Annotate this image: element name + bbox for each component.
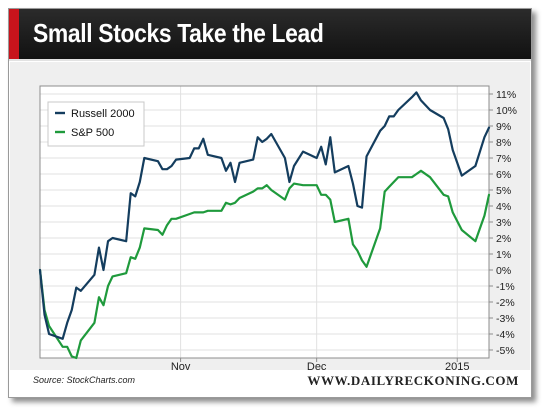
y-tick-label: -2% bbox=[496, 297, 515, 309]
y-tick-label: 0% bbox=[496, 265, 511, 277]
y-tick-label: 6% bbox=[496, 169, 511, 181]
legend-box bbox=[47, 101, 145, 147]
y-tick-label: 11% bbox=[496, 89, 516, 101]
plot-panel: 11% 10% 9% 8% 7% 6% 5% 4% 3% 2% 1% 0% -1% -2% -3% -4% -5… bbox=[10, 62, 530, 370]
y-tick-label: 5% bbox=[496, 185, 511, 197]
y-tick-label: 10% bbox=[496, 105, 517, 117]
russell-2000-line bbox=[38, 91, 491, 340]
line-chart: 11% 10% 9% 8% 7% 6% 5% 4% 3% 2% 1% 0% -1% -2% -3% -4% -5… bbox=[38, 85, 517, 370]
y-tick-label: 7% bbox=[496, 153, 511, 165]
y-tick-label: 1% bbox=[496, 249, 511, 261]
legend-label-russell-2000: Russell 2000 bbox=[71, 108, 135, 120]
legend-label-s-p-500: S&P 500 bbox=[71, 127, 114, 139]
banner-accent-bar bbox=[9, 9, 19, 59]
source-note: Source: StockCharts.com bbox=[33, 375, 136, 385]
x-tick-label: 2015 bbox=[445, 361, 469, 370]
x-tick-label: Dec bbox=[307, 361, 327, 370]
y-tick-label: 4% bbox=[496, 201, 511, 213]
chart-title: Small Stocks Take the Lead bbox=[33, 18, 324, 48]
x-tick-label: Nov bbox=[171, 361, 191, 370]
y-tick-label: -1% bbox=[496, 281, 515, 293]
website-label: WWW.DAILYRECKONING.COM bbox=[307, 373, 519, 388]
y-tick-label: -4% bbox=[496, 329, 515, 341]
y-tick-label: -3% bbox=[496, 313, 515, 325]
title-banner: Small Stocks Take the Lead bbox=[9, 9, 531, 61]
y-tick-label: 2% bbox=[496, 233, 511, 245]
y-tick-label: 3% bbox=[496, 217, 511, 229]
s-p-500-line bbox=[38, 169, 491, 360]
chart-card: Small Stocks Take the Lead 11% 10% 9% 8% 7% 6… bbox=[8, 8, 532, 398]
y-tick-label: 9% bbox=[496, 121, 511, 133]
y-tick-label: 8% bbox=[496, 137, 511, 149]
y-tick-label: -5% bbox=[496, 345, 515, 357]
